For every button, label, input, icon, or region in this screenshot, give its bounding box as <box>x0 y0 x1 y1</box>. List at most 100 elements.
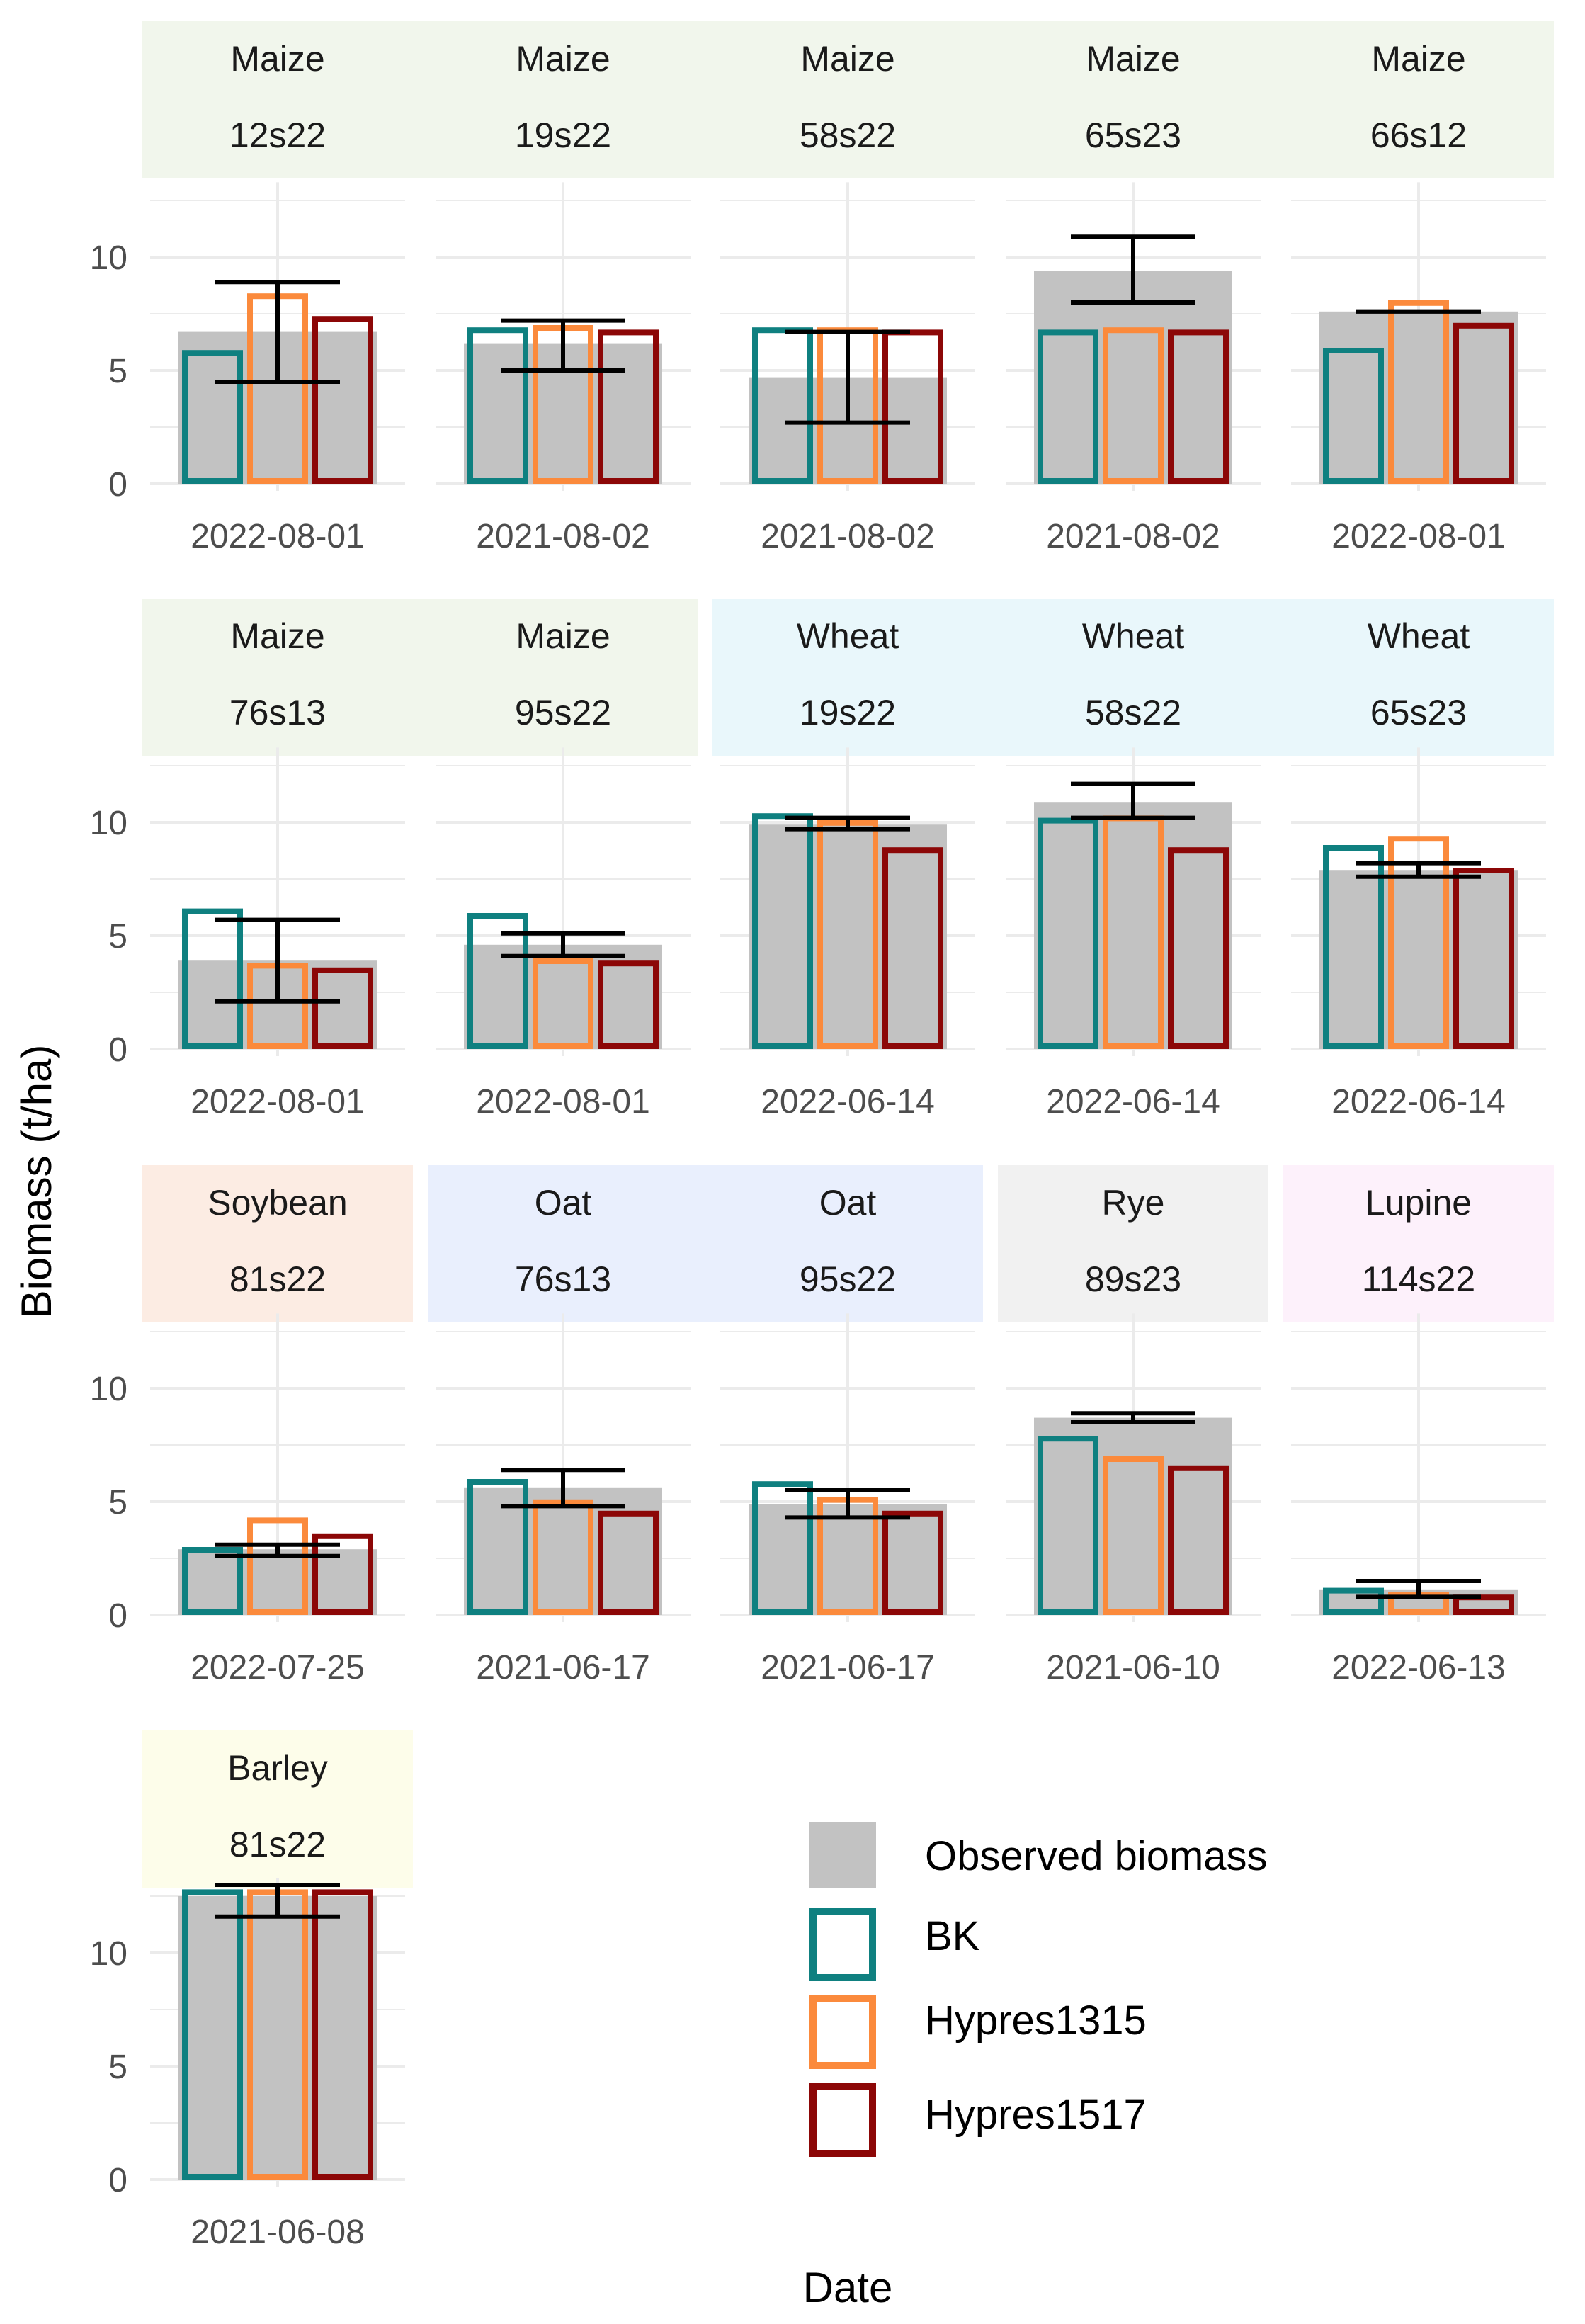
strip-bg-soybean-3 <box>142 1165 413 1322</box>
strip-crop-label: Soybean <box>208 1183 347 1223</box>
x-tick-label: 2022-08-01 <box>191 1083 365 1121</box>
y-tick-label: 0 <box>108 466 127 504</box>
strip-bg-wheat-2 <box>712 599 1554 756</box>
y-tick-label: 0 <box>108 1597 127 1635</box>
bar-hypres1517 <box>1453 868 1514 1049</box>
strip-site-label: 19s22 <box>800 693 896 732</box>
panel-oat-95s22: Oat 95s22 2021-06-17 <box>720 1183 975 1687</box>
error-bar <box>215 1542 340 1558</box>
strip-site-label: 65s23 <box>1085 115 1181 155</box>
x-tick-label: 2021-08-02 <box>761 518 935 555</box>
error-bar <box>501 931 625 958</box>
bar-bk <box>182 350 243 484</box>
strip-crop-label: Wheat <box>1082 616 1185 656</box>
y-tick-label: 5 <box>108 2048 127 2086</box>
bar-hypres1517 <box>1168 1465 1229 1616</box>
observed-bar <box>178 1896 377 2180</box>
bar-hypres1517 <box>1453 1594 1514 1615</box>
x-tick-label: 2022-07-25 <box>191 1649 365 1687</box>
error-bar <box>501 318 625 373</box>
y-tick-label: 10 <box>90 239 127 277</box>
legend-label-bk: BK <box>925 1913 980 1959</box>
panel-wheat-19s22: Wheat 19s22 2022-06-14 <box>720 616 975 1121</box>
axes: Biomass (t/ha) Date <box>13 1045 892 2311</box>
error-bar <box>1356 861 1481 879</box>
y-tick-label: 10 <box>90 805 127 842</box>
bar-bk <box>182 1889 243 2180</box>
strip-site-label: 65s23 <box>1370 693 1467 732</box>
error-bar <box>785 815 910 832</box>
panel-maize-19s22: Maize 19s22 2021-08-02 <box>436 39 691 555</box>
strip-site-label: 81s22 <box>229 1825 326 1864</box>
bar-hypres1517 <box>1168 329 1229 484</box>
strip-crop-label: Oat <box>819 1183 877 1223</box>
x-tick-label: 2021-08-02 <box>1046 518 1220 555</box>
bar-bk <box>1323 1587 1384 1616</box>
bar-hypres1517 <box>312 967 373 1050</box>
bar-hypres1517 <box>598 329 659 484</box>
bar-hypres1315 <box>1103 1456 1164 1615</box>
strip-bg-oat-4 <box>428 1165 983 1322</box>
x-tick-label: 2022-08-01 <box>1331 518 1506 555</box>
x-tick-label: 2021-06-17 <box>761 1649 935 1687</box>
bar-hypres1517 <box>882 847 943 1049</box>
strip-crop-label: Maize <box>516 616 610 656</box>
error-bar <box>1356 1579 1481 1599</box>
bar-hypres1517 <box>598 960 659 1049</box>
observed-bar <box>749 824 947 1049</box>
bar-bk <box>1323 348 1384 484</box>
x-tick-label: 2021-08-02 <box>476 518 650 555</box>
y-tick-label: 10 <box>90 1935 127 1973</box>
error-bar <box>1071 234 1195 305</box>
y-tick-label: 10 <box>90 1371 127 1408</box>
legend-key-hypres1517 <box>809 2083 876 2157</box>
observed-bar <box>1319 870 1518 1049</box>
bar-bk <box>467 913 528 1049</box>
strip-crop-label: Oat <box>535 1183 592 1223</box>
error-bar <box>785 1488 910 1520</box>
strip-crop-label: Wheat <box>797 616 899 656</box>
strip-crop-label: Maize <box>1086 39 1180 79</box>
strip-site-label: 81s22 <box>229 1259 326 1299</box>
y-tick-label: 0 <box>108 1031 127 1069</box>
panel-oat-76s13: Oat 76s13 2021-06-17 <box>436 1183 691 1687</box>
strip-site-label: 66s12 <box>1370 115 1467 155</box>
strip-crop-label: Maize <box>230 39 324 79</box>
y-tick-label: 5 <box>108 1484 127 1521</box>
strip-crop-label: Wheat <box>1368 616 1470 656</box>
error-bar <box>215 917 340 1004</box>
legend-label-hypres1517: Hypres1517 <box>925 2092 1147 2138</box>
bar-bk <box>752 327 813 484</box>
bar-hypres1315 <box>533 958 593 1049</box>
panel-maize-65s23: Maize 65s23 2021-08-02 <box>1006 39 1261 555</box>
strip-site-label: 58s22 <box>800 115 896 155</box>
strip-site-label: 76s13 <box>229 693 326 732</box>
y-tick-label: 5 <box>108 918 127 956</box>
bar-bk <box>182 1547 243 1615</box>
bar-hypres1517 <box>1453 322 1514 484</box>
bar-hypres1517 <box>312 1533 373 1616</box>
strip-bg-rye-5 <box>998 1165 1268 1322</box>
strip-site-label: 76s13 <box>515 1259 611 1299</box>
bar-bk <box>1323 845 1384 1049</box>
error-bar <box>1071 1411 1195 1424</box>
bar-hypres1315 <box>1388 300 1449 484</box>
y-axis-title: Biomass (t/ha) <box>13 1045 60 1319</box>
x-tick-label: 2022-06-13 <box>1331 1649 1506 1687</box>
observed-bar <box>1034 271 1232 484</box>
strip-site-label: 58s22 <box>1085 693 1181 732</box>
observed-bar <box>1034 1417 1232 1615</box>
bar-hypres1315 <box>247 1517 308 1615</box>
strip-site-label: 114s22 <box>1362 1259 1475 1299</box>
bar-bk <box>1038 1436 1098 1615</box>
bar-bk <box>1038 329 1098 484</box>
legend-key-observed <box>809 1822 876 1888</box>
panel-maize-58s22: Maize 58s22 2021-08-02 <box>720 39 975 555</box>
bar-bk <box>1038 817 1098 1049</box>
x-tick-label: 2022-08-01 <box>476 1083 650 1121</box>
error-bar <box>501 1468 625 1509</box>
legend: Observed biomass BK Hypres1315 Hypres151… <box>809 1822 1268 2157</box>
strip-bg-lupine-6 <box>1283 1165 1554 1322</box>
panel-wheat-65s23: Wheat 65s23 2022-06-14 <box>1291 616 1546 1121</box>
